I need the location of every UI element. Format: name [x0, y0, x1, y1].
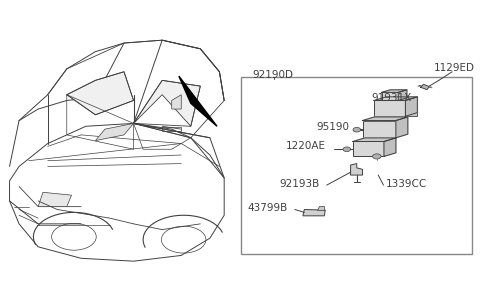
Bar	[382, 92, 398, 100]
Polygon shape	[398, 90, 407, 100]
Polygon shape	[96, 123, 133, 141]
Circle shape	[372, 154, 381, 159]
Polygon shape	[384, 138, 396, 156]
Circle shape	[353, 127, 360, 132]
Polygon shape	[67, 72, 133, 115]
Bar	[162, 127, 181, 131]
Text: 1129ED: 1129ED	[434, 63, 475, 73]
Polygon shape	[420, 84, 429, 90]
Polygon shape	[382, 90, 407, 92]
Polygon shape	[397, 125, 405, 133]
Polygon shape	[353, 138, 396, 141]
Polygon shape	[374, 97, 418, 100]
Polygon shape	[350, 164, 362, 175]
Circle shape	[343, 147, 350, 152]
Text: 95190: 95190	[317, 122, 349, 132]
Polygon shape	[362, 117, 408, 121]
Polygon shape	[133, 80, 200, 126]
Polygon shape	[317, 206, 324, 210]
Bar	[374, 100, 406, 116]
Bar	[362, 121, 396, 138]
Bar	[353, 141, 384, 156]
Polygon shape	[38, 192, 72, 207]
Polygon shape	[406, 97, 418, 116]
Text: 1220AE: 1220AE	[286, 141, 326, 151]
Text: 92193B: 92193B	[279, 179, 320, 189]
Polygon shape	[396, 117, 408, 138]
Polygon shape	[408, 109, 418, 116]
Text: 92190D: 92190D	[253, 70, 294, 80]
Polygon shape	[179, 76, 217, 126]
Text: 43799B: 43799B	[247, 203, 288, 213]
Text: 91931X: 91931X	[371, 93, 411, 102]
Polygon shape	[303, 210, 325, 216]
Text: 1339CC: 1339CC	[385, 179, 427, 189]
Polygon shape	[172, 95, 181, 109]
Polygon shape	[407, 98, 415, 109]
Bar	[241, 77, 472, 254]
